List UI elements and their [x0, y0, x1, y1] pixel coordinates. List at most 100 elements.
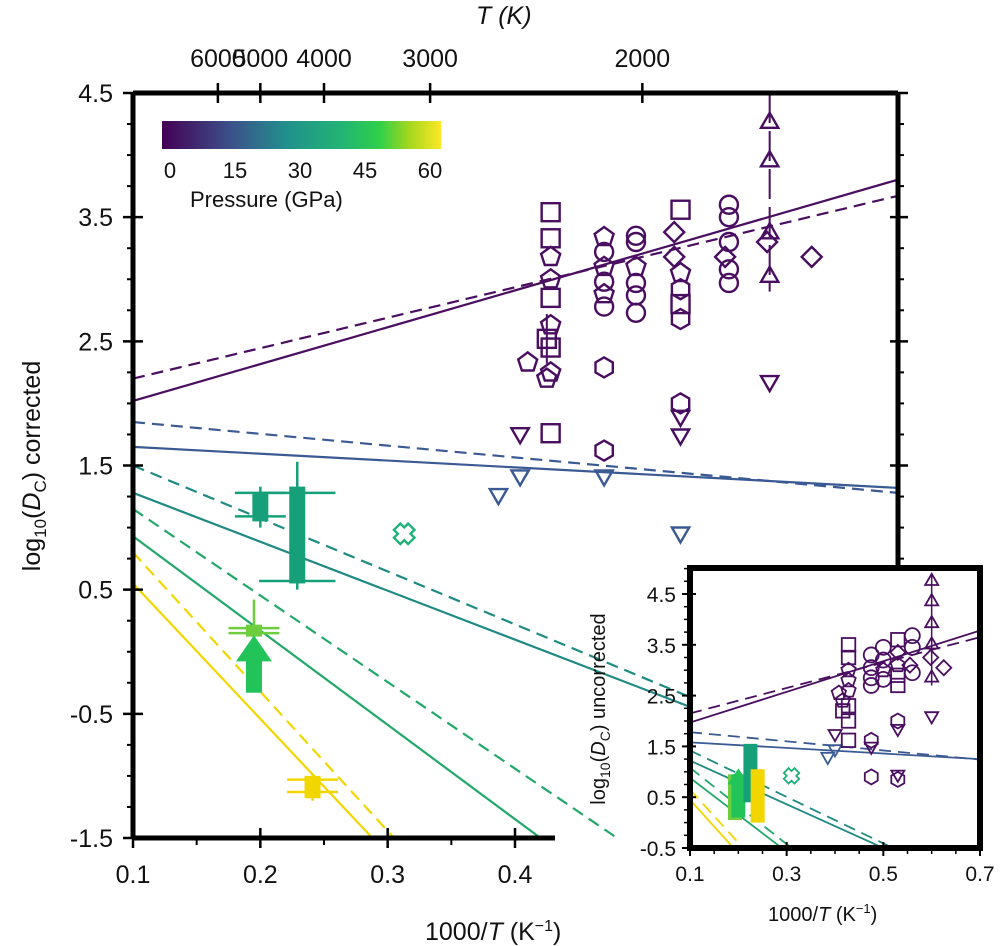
data-point-pentagon [875, 661, 892, 678]
data-point-triangle-up [923, 635, 940, 650]
data-point-triangle-down [923, 711, 940, 726]
x-tick-label: 0.4 [498, 861, 533, 889]
data-point-pentagon [840, 681, 857, 698]
data-point-triangle-down [889, 769, 906, 784]
data-point-pentagon [593, 255, 616, 277]
inset-range-bars [727, 743, 765, 823]
data-point-diamond [755, 230, 779, 254]
data-point-pentagon [669, 261, 692, 283]
inset-x-axis-title: 1000/T (K−1) [768, 901, 877, 926]
fit-line-15gpa-solid [690, 741, 980, 760]
data-point-cross [392, 521, 417, 546]
data-point-pentagon [840, 661, 857, 678]
data-point-square [835, 703, 851, 719]
inset-axes: 4.5 3.5 2.5 1.5 0.5 -0.50.1 0.3 0.5 0.7 [640, 565, 995, 886]
colorbar-tick-label: 30 [288, 158, 312, 183]
data-point-square [540, 287, 561, 309]
data-point-diamond [662, 220, 686, 244]
data-point-square [540, 337, 561, 358]
inset-x-tick-label: 0.1 [675, 863, 704, 886]
data-point-triangle-down [826, 729, 844, 743]
data-point-hexagon [670, 277, 691, 301]
y-tick-label: 0.5 [78, 577, 113, 605]
data-point-circle [718, 206, 740, 228]
data-point-pentagon [539, 313, 562, 335]
data-point-triangle-down [669, 409, 692, 429]
inset-data-points [782, 572, 953, 788]
colorbar-tick-label: 45 [353, 158, 377, 183]
data-point-square [670, 293, 691, 315]
data-point-hexagon [890, 770, 906, 788]
data-point-hexagon [670, 392, 691, 415]
inset-range-bar [750, 769, 765, 823]
y-tick-label: -1.5 [70, 825, 113, 853]
x-axis-title: 1000/T (K−1) [425, 918, 561, 946]
colorbar-tick-label: 15 [223, 158, 247, 183]
colorbar-tick-label: 0 [164, 158, 176, 183]
y-tick-label: 1.5 [78, 453, 113, 481]
data-point-square [890, 632, 906, 648]
x-tick-label: 0.2 [243, 861, 278, 889]
data-point-circle [593, 296, 615, 317]
y-tick-label: 2.5 [78, 328, 113, 356]
data-point-circle [903, 638, 921, 656]
fit-line-45gpa-dashed [133, 508, 620, 838]
data-point-circle [903, 664, 921, 682]
main-range-bars [228, 461, 339, 801]
data-point-triangle-down [889, 724, 906, 738]
y-tick-label: 3.5 [78, 204, 113, 232]
data-point-pentagon [535, 367, 558, 388]
data-point-diamond [800, 245, 824, 269]
data-point-hexagon [670, 307, 691, 331]
inset-y-axis-title: log10(DC) uncorrected [588, 613, 613, 804]
y-axis-title: log10(DC) corrected [18, 361, 50, 571]
data-point-circle [903, 627, 921, 645]
data-point-circle [625, 231, 647, 253]
data-point-circle [718, 194, 740, 215]
data-point-square [840, 649, 857, 666]
svg-text:1000/T (K−1): 1000/T (K−1) [768, 901, 877, 926]
data-point-triangle-up [923, 592, 940, 607]
data-point-pentagon [889, 656, 907, 673]
data-point-circle [874, 651, 892, 669]
x-tick-label: 0.3 [370, 861, 405, 889]
lower-bound-arrow-shaft [245, 655, 262, 693]
range-bar [252, 492, 269, 522]
data-point-triangle-down [669, 526, 692, 545]
fit-line-15gpa-dashed [133, 420, 898, 494]
data-point-circle [625, 285, 647, 306]
data-point-pentagon [593, 282, 616, 304]
inset-x-tick-label: 0.3 [772, 863, 801, 886]
colorbar: 0 15 30 45 60 Pressure (GPa) [162, 121, 442, 212]
data-point-circle [625, 225, 647, 246]
y-tick-label: 4.5 [78, 80, 113, 108]
data-point-pentagon [539, 267, 562, 289]
data-point-square [540, 228, 561, 249]
fit-line-60gpa-solid [133, 582, 374, 838]
y-tick-label: -0.5 [70, 701, 113, 729]
data-point-triangle-down [509, 427, 531, 446]
data-point-hexagon [594, 356, 614, 379]
data-point-square [540, 201, 561, 223]
data-point-diamond [901, 656, 919, 674]
top-tick-label: 3000 [402, 45, 458, 73]
data-point-square [670, 199, 691, 220]
top-tick-label: 5000 [233, 45, 289, 73]
inset-x-tick-label: 0.7 [965, 863, 994, 886]
data-point-hexagon [890, 712, 906, 730]
svg-text:1000/T (K−1): 1000/T (K−1) [425, 918, 561, 946]
data-point-pentagon [539, 245, 562, 267]
x-tick-label: 0.1 [116, 861, 151, 889]
data-point-triangle-down [593, 469, 615, 488]
data-point-hexagon [863, 731, 879, 749]
data-point-circle [593, 241, 615, 263]
data-point-triangle-down [669, 428, 692, 447]
data-point-triangle-down [487, 487, 510, 507]
range-bar [245, 624, 262, 637]
data-point-diamond [935, 658, 953, 677]
data-point-circle [862, 659, 880, 677]
data-point-pentagon [593, 225, 616, 247]
top-tick-label: 4000 [296, 45, 352, 73]
data-point-triangle-down [863, 741, 880, 756]
data-point-triangle-up [923, 614, 940, 629]
